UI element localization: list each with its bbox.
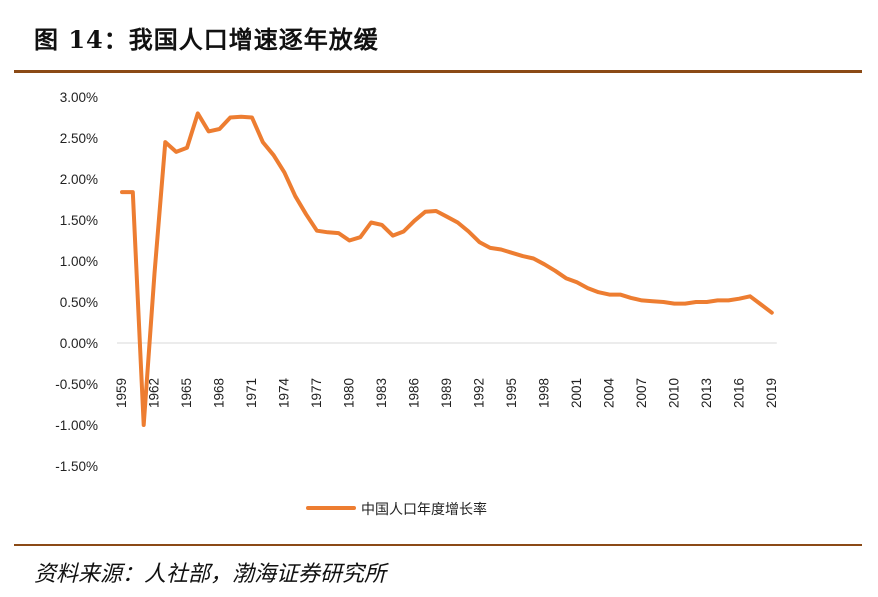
y-tick-label: 3.00% (60, 90, 98, 105)
x-tick-label: 2007 (634, 378, 649, 408)
x-tick-label: 1998 (536, 378, 551, 408)
x-tick-label: 2010 (666, 378, 681, 408)
x-tick-label: 1992 (471, 378, 486, 408)
y-axis-ticks: 3.00% 2.50% 2.00% 1.50% 1.00% 0.50% 0.00% -0.50… (55, 90, 98, 474)
y-tick-label: -0.50% (55, 377, 98, 392)
x-tick-label: 1962 (146, 378, 161, 408)
bottom-divider (14, 544, 862, 546)
chart-title: 图 14：我国人口增速逐年放缓 (34, 25, 379, 54)
y-tick-label: 1.50% (60, 213, 98, 228)
x-tick-label: 2019 (764, 378, 779, 408)
x-tick-label: 1965 (179, 378, 194, 408)
x-tick-label: 1986 (406, 378, 421, 408)
x-tick-label: 2001 (569, 378, 584, 408)
x-tick-label: 2016 (731, 378, 746, 408)
y-tick-label: 1.00% (60, 254, 98, 269)
y-tick-label: 0.50% (60, 295, 98, 310)
x-tick-label: 2013 (699, 378, 714, 408)
x-tick-label: 1974 (276, 377, 291, 408)
x-tick-label: 1995 (504, 378, 519, 408)
x-tick-label: 1971 (244, 378, 259, 408)
x-tick-label: 1989 (439, 378, 454, 408)
y-tick-label: 2.00% (60, 172, 98, 187)
x-axis-ticks: 1959 1962 1965 1968 1971 1974 1977 1980 1983 1986… (114, 377, 779, 408)
source-note: 资料来源：人社部，渤海证券研究所 (34, 562, 387, 587)
top-divider (14, 70, 862, 73)
x-tick-label: 2004 (601, 377, 616, 408)
x-tick-label: 1959 (114, 378, 129, 408)
x-tick-label: 1983 (374, 378, 389, 408)
legend-label: 中国人口年度增长率 (361, 501, 487, 518)
y-tick-label: 2.50% (60, 131, 98, 146)
x-tick-label: 1980 (341, 378, 356, 408)
y-tick-label: 0.00% (60, 336, 98, 351)
y-tick-label: -1.00% (55, 418, 98, 433)
x-tick-label: 1968 (211, 378, 226, 408)
legend: 中国人口年度增长率 (306, 501, 487, 518)
y-tick-label: -1.50% (55, 459, 98, 474)
x-tick-label: 1977 (309, 378, 324, 408)
series-line (120, 111, 774, 427)
